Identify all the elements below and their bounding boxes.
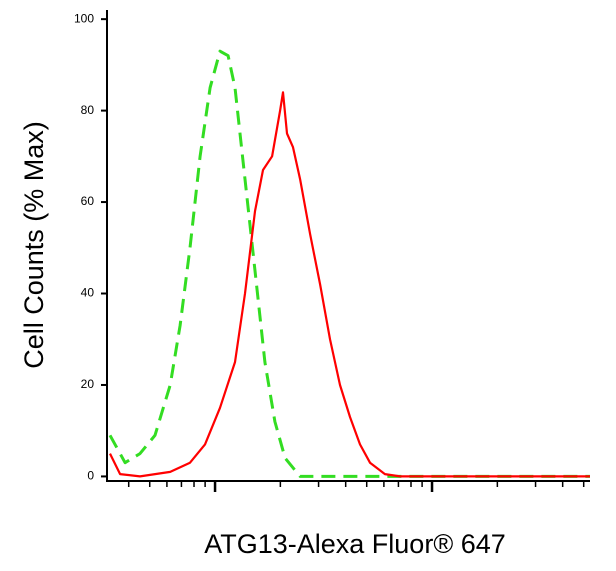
y-tick-label: 0 — [87, 469, 94, 483]
histogram-line — [109, 91, 590, 478]
y-tick-label: 40 — [81, 286, 95, 300]
y-tick-label: 20 — [81, 377, 95, 391]
y-tick-label: 60 — [81, 194, 95, 208]
y-tick-label: 80 — [81, 103, 95, 117]
x-axis-label: ATG13-Alexa Fluor® 647 — [204, 529, 506, 559]
y-axis-label: Cell Counts (% Max) — [19, 121, 49, 369]
y-tick-label: 100 — [74, 11, 94, 25]
histogram-line — [108, 49, 590, 478]
